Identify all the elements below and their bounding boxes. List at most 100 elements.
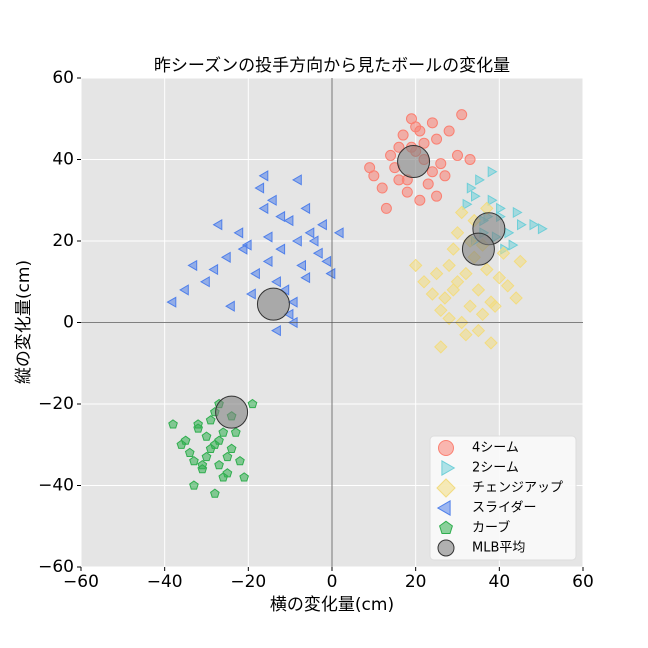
- point: [462, 198, 473, 210]
- legend-label: スライダー: [472, 501, 536, 516]
- point: [300, 272, 311, 284]
- point: [529, 219, 540, 231]
- x-tick-label: −40: [147, 572, 183, 592]
- point: [417, 275, 431, 289]
- point: [385, 149, 397, 161]
- point: [237, 243, 248, 255]
- x-tick-label: 20: [405, 572, 427, 592]
- point: [275, 210, 286, 223]
- point: [393, 174, 405, 186]
- point: [193, 419, 203, 429]
- point: [271, 325, 281, 337]
- point: [275, 243, 286, 255]
- point: [233, 227, 244, 239]
- point: [189, 480, 199, 490]
- legend-marker: [441, 460, 456, 476]
- point: [258, 202, 269, 215]
- point: [488, 299, 502, 313]
- y-tick-label: −40: [38, 476, 74, 496]
- point: [205, 443, 216, 453]
- point: [235, 455, 245, 466]
- point: [321, 255, 332, 267]
- y-tick-label: 20: [52, 231, 74, 251]
- point: [179, 284, 189, 296]
- point: [300, 202, 311, 215]
- point: [304, 227, 315, 239]
- y-tick-label: 0: [63, 313, 74, 333]
- point: [443, 125, 455, 137]
- y-tick-label: −60: [38, 557, 74, 577]
- labels: −60 −40 −20 0 20 40 60 −60 −40 −20 0 20 40 60: [38, 68, 594, 592]
- point: [471, 323, 486, 338]
- point: [317, 219, 327, 231]
- legend-label: MLB平均: [472, 541, 525, 556]
- point: [247, 398, 258, 409]
- point: [168, 419, 178, 429]
- point: [215, 395, 249, 429]
- point: [184, 447, 195, 457]
- point: [312, 247, 323, 259]
- point: [446, 283, 461, 297]
- x-tick-label: 60: [572, 572, 594, 592]
- point: [496, 246, 511, 260]
- point: [439, 170, 451, 182]
- point: [214, 459, 224, 470]
- point: [283, 215, 294, 227]
- point: [487, 166, 498, 178]
- y-axis-label: 縦の変化量(cm): [14, 260, 34, 384]
- point: [508, 239, 519, 251]
- point: [418, 137, 430, 149]
- point: [500, 279, 515, 293]
- point: [431, 190, 443, 202]
- legend-label: カーブ: [472, 520, 510, 536]
- point: [414, 194, 426, 206]
- point: [429, 266, 444, 281]
- point: [220, 251, 231, 263]
- x-tick-label: 40: [489, 572, 511, 592]
- point: [463, 299, 477, 313]
- point: [225, 300, 235, 312]
- point: [226, 443, 237, 453]
- point: [210, 488, 220, 498]
- point: [250, 267, 260, 280]
- point: [218, 427, 229, 437]
- point: [461, 232, 495, 266]
- point: [245, 288, 256, 300]
- chart-title: 昨シーズンの投手方向から見たボールの変化量: [154, 56, 510, 76]
- point: [471, 283, 486, 297]
- point: [292, 235, 302, 247]
- point: [393, 141, 405, 153]
- point: [271, 276, 281, 288]
- point: [222, 468, 233, 478]
- point: [459, 327, 473, 342]
- point: [434, 340, 448, 354]
- point: [408, 258, 423, 273]
- point: [435, 158, 447, 170]
- point: [504, 227, 515, 239]
- legend-marker: [439, 520, 453, 534]
- point: [438, 291, 452, 305]
- point: [475, 174, 485, 186]
- point: [484, 336, 498, 350]
- point: [426, 117, 438, 129]
- point: [266, 194, 277, 206]
- point: [450, 226, 465, 240]
- point: [239, 472, 249, 482]
- point: [189, 455, 199, 466]
- legend-marker: [436, 500, 451, 516]
- point: [446, 242, 461, 256]
- point: [431, 133, 443, 145]
- point: [397, 145, 431, 179]
- point: [459, 266, 473, 281]
- point: [401, 186, 413, 198]
- point: [422, 178, 434, 190]
- point: [364, 162, 376, 174]
- legend-marker: [437, 539, 455, 557]
- point: [283, 308, 294, 320]
- point: [187, 259, 198, 272]
- point: [201, 431, 212, 441]
- x-tick-label: 0: [327, 572, 338, 592]
- point: [287, 296, 298, 308]
- point: [475, 307, 490, 322]
